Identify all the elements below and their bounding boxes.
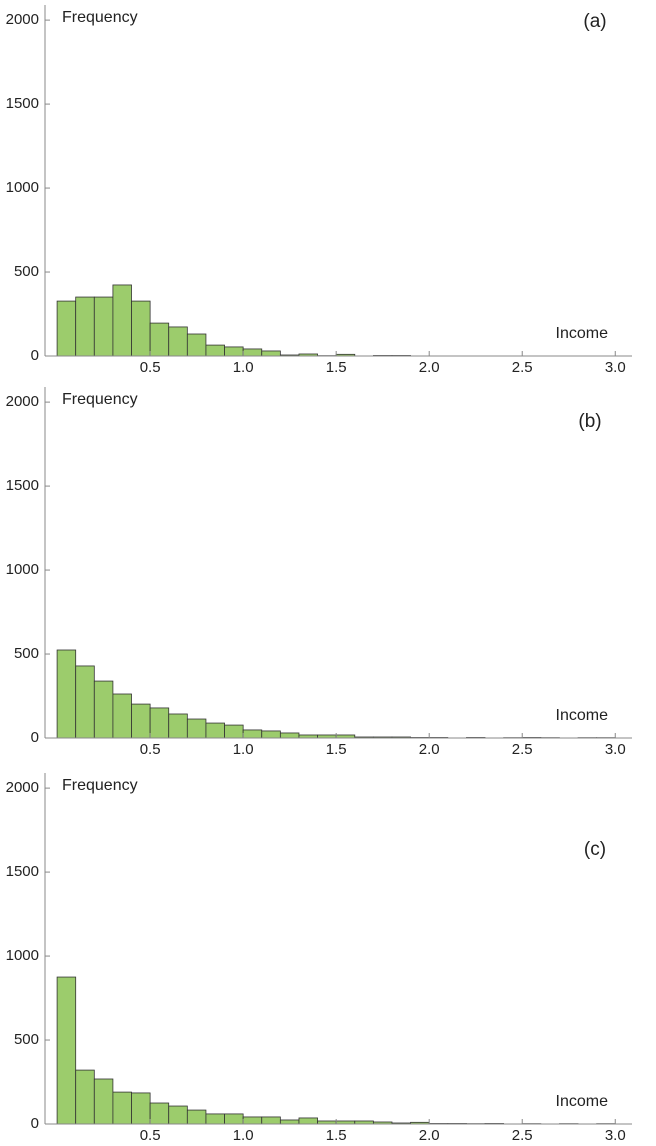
- histogram-bar: [93, 680, 114, 739]
- x-axis-label: Income: [556, 325, 609, 342]
- histogram-bar: [205, 344, 225, 357]
- y-tick-label: 1500: [6, 95, 39, 112]
- x-tick-label: 1.0: [233, 741, 254, 758]
- y-tick-label: 1000: [6, 947, 39, 964]
- x-tick-label: 2.5: [512, 359, 533, 376]
- y-tick-label: 0: [31, 347, 39, 364]
- histogram-bar: [93, 296, 114, 357]
- x-tick-label: 1.5: [326, 1127, 347, 1144]
- histogram-bar: [112, 693, 132, 739]
- histogram-bar: [131, 1092, 151, 1125]
- x-tick-label: 1.0: [233, 1127, 254, 1144]
- x-tick-label: 2.0: [419, 741, 440, 758]
- x-tick-label: 2.5: [512, 741, 533, 758]
- histogram-bar: [224, 1113, 244, 1125]
- y-tick-label: 500: [14, 263, 39, 280]
- x-tick-label: 3.0: [605, 741, 626, 758]
- x-tick-label: 1.5: [326, 359, 347, 376]
- histogram-bar: [56, 976, 77, 1125]
- panel-label: (a): [583, 11, 606, 32]
- histogram-bar: [75, 296, 95, 357]
- histogram-bar: [242, 348, 263, 357]
- histogram-bar: [112, 1091, 132, 1125]
- histogram-bar: [93, 1078, 114, 1125]
- x-tick-label: 3.0: [605, 1127, 626, 1144]
- x-tick-label: 2.0: [419, 359, 440, 376]
- y-tick-label: 2000: [6, 11, 39, 28]
- x-tick-label: 0.5: [140, 741, 161, 758]
- histogram-bar: [56, 649, 77, 739]
- y-tick-label: 1500: [6, 863, 39, 880]
- y-axis-label: Frequency: [62, 391, 138, 408]
- y-axis-label: Frequency: [62, 777, 138, 794]
- histogram-bar: [75, 665, 95, 739]
- histogram-bar: [224, 346, 244, 357]
- histogram-bar: [168, 1105, 188, 1125]
- histogram-bar: [279, 732, 300, 739]
- histogram-bar: [186, 333, 207, 357]
- x-tick-label: 3.0: [605, 359, 626, 376]
- y-tick-label: 1500: [6, 477, 39, 494]
- y-tick-label: 500: [14, 645, 39, 662]
- histogram-bar: [75, 1069, 95, 1125]
- y-axis-label: Frequency: [62, 9, 138, 26]
- y-tick-label: 0: [31, 729, 39, 746]
- histogram-bar: [242, 729, 263, 739]
- panel-label: (c): [584, 839, 606, 860]
- y-tick-label: 2000: [6, 393, 39, 410]
- histogram-bar: [112, 284, 132, 357]
- y-tick-label: 2000: [6, 779, 39, 796]
- histogram-bar: [186, 1109, 207, 1125]
- histogram-bar: [242, 1116, 263, 1125]
- histogram-bar: [205, 1113, 225, 1125]
- histogram-bar: [261, 350, 281, 357]
- x-tick-label: 2.5: [512, 1127, 533, 1144]
- histogram-bar: [205, 722, 225, 739]
- y-tick-label: 1000: [6, 179, 39, 196]
- x-tick-label: 1.5: [326, 741, 347, 758]
- x-tick-label: 0.5: [140, 359, 161, 376]
- y-tick-label: 500: [14, 1031, 39, 1048]
- histogram-bar: [298, 1117, 318, 1125]
- x-axis-label: Income: [556, 707, 609, 724]
- histogram-bar: [279, 1119, 300, 1125]
- histogram-bar: [56, 300, 77, 357]
- histogram-bar: [186, 718, 207, 739]
- x-tick-label: 1.0: [233, 359, 254, 376]
- histogram-bar: [149, 322, 170, 357]
- histogram-bar: [131, 300, 151, 357]
- histogram-bar: [168, 713, 188, 739]
- histogram-bar: [224, 724, 244, 739]
- histogram-bar: [261, 1116, 281, 1125]
- histogram-bar: [149, 707, 170, 739]
- histogram-bar: [149, 1102, 170, 1125]
- y-tick-label: 1000: [6, 561, 39, 578]
- x-tick-label: 2.0: [419, 1127, 440, 1144]
- x-axis-label: Income: [556, 1093, 609, 1110]
- histogram-bar: [131, 703, 151, 739]
- histogram-bar: [168, 326, 188, 357]
- panel-label: (b): [578, 411, 601, 432]
- x-tick-label: 0.5: [140, 1127, 161, 1144]
- y-tick-label: 0: [31, 1115, 39, 1132]
- histogram-bar: [261, 730, 281, 739]
